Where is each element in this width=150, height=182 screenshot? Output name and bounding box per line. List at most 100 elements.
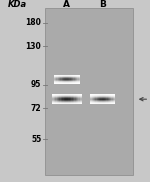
Bar xyxy=(73,76,75,77)
Bar xyxy=(99,94,100,95)
Bar xyxy=(70,100,71,101)
Bar xyxy=(67,102,68,103)
Bar xyxy=(94,102,96,103)
Bar xyxy=(106,98,108,99)
Bar xyxy=(69,83,71,84)
Bar xyxy=(109,97,110,98)
Bar xyxy=(60,76,62,77)
Bar xyxy=(108,98,109,99)
Bar xyxy=(110,96,112,97)
Bar xyxy=(52,99,54,100)
Bar xyxy=(73,99,74,100)
Bar xyxy=(68,81,69,82)
Bar xyxy=(64,83,66,84)
Bar xyxy=(73,100,74,101)
Bar xyxy=(67,96,68,97)
Bar xyxy=(99,96,100,97)
Bar xyxy=(100,97,102,98)
Bar xyxy=(59,78,60,79)
Bar xyxy=(113,102,114,103)
Bar xyxy=(55,97,57,98)
Bar xyxy=(76,96,77,97)
Bar xyxy=(61,83,63,84)
Bar xyxy=(69,80,71,81)
Bar xyxy=(100,103,102,104)
Bar xyxy=(67,103,68,104)
Bar xyxy=(61,80,63,81)
Bar xyxy=(58,80,59,81)
Bar xyxy=(104,99,105,100)
Bar xyxy=(64,96,65,97)
Bar xyxy=(77,95,79,96)
Bar xyxy=(64,101,65,102)
Bar xyxy=(99,96,100,97)
Bar xyxy=(71,100,73,101)
Bar xyxy=(55,100,57,101)
Bar xyxy=(79,82,80,83)
Bar xyxy=(93,101,94,102)
Bar xyxy=(72,82,74,83)
Bar xyxy=(114,101,115,102)
Bar xyxy=(90,98,92,99)
Bar xyxy=(97,102,98,103)
Bar xyxy=(55,83,56,84)
Text: 180: 180 xyxy=(25,18,41,27)
Bar xyxy=(77,78,79,79)
Bar xyxy=(113,96,114,97)
Bar xyxy=(78,96,80,97)
Bar xyxy=(97,102,98,103)
Bar xyxy=(68,80,69,81)
Bar xyxy=(57,103,58,104)
Bar xyxy=(71,82,72,83)
Text: 55: 55 xyxy=(31,135,41,144)
Bar xyxy=(71,77,72,78)
Bar xyxy=(104,97,105,98)
Bar xyxy=(99,99,100,100)
Bar xyxy=(111,99,113,100)
Bar xyxy=(113,103,114,104)
Bar xyxy=(61,81,63,82)
Bar xyxy=(55,102,57,103)
Bar xyxy=(77,78,79,79)
Bar xyxy=(80,97,82,98)
Bar xyxy=(55,99,57,100)
Bar xyxy=(76,99,77,100)
Bar xyxy=(52,99,54,100)
Bar xyxy=(78,98,80,99)
Bar xyxy=(98,101,99,102)
Bar xyxy=(90,103,92,104)
Bar xyxy=(109,95,110,96)
Bar xyxy=(70,99,71,100)
Bar xyxy=(95,103,97,104)
Bar xyxy=(90,102,92,103)
Bar xyxy=(95,95,97,96)
Bar xyxy=(104,96,105,97)
Bar xyxy=(103,95,104,96)
Bar xyxy=(67,99,68,100)
Bar xyxy=(54,77,55,78)
Bar xyxy=(68,99,70,100)
Text: A: A xyxy=(63,0,70,9)
Bar xyxy=(111,99,113,100)
Bar xyxy=(56,80,58,81)
Bar xyxy=(110,97,112,98)
Bar xyxy=(54,81,55,82)
Bar xyxy=(71,76,72,77)
Bar xyxy=(58,77,59,78)
Bar xyxy=(93,97,94,98)
Bar xyxy=(69,82,71,83)
Bar xyxy=(68,95,70,96)
Bar xyxy=(98,99,99,100)
Bar xyxy=(65,76,67,77)
Bar xyxy=(71,81,72,82)
Bar xyxy=(71,79,72,80)
Bar xyxy=(67,100,68,101)
Bar xyxy=(63,77,64,78)
Bar xyxy=(94,95,96,96)
Bar xyxy=(69,77,71,78)
Bar xyxy=(114,95,115,96)
Bar xyxy=(105,98,107,99)
Bar xyxy=(55,79,56,80)
Bar xyxy=(77,81,79,82)
Bar xyxy=(61,99,63,100)
